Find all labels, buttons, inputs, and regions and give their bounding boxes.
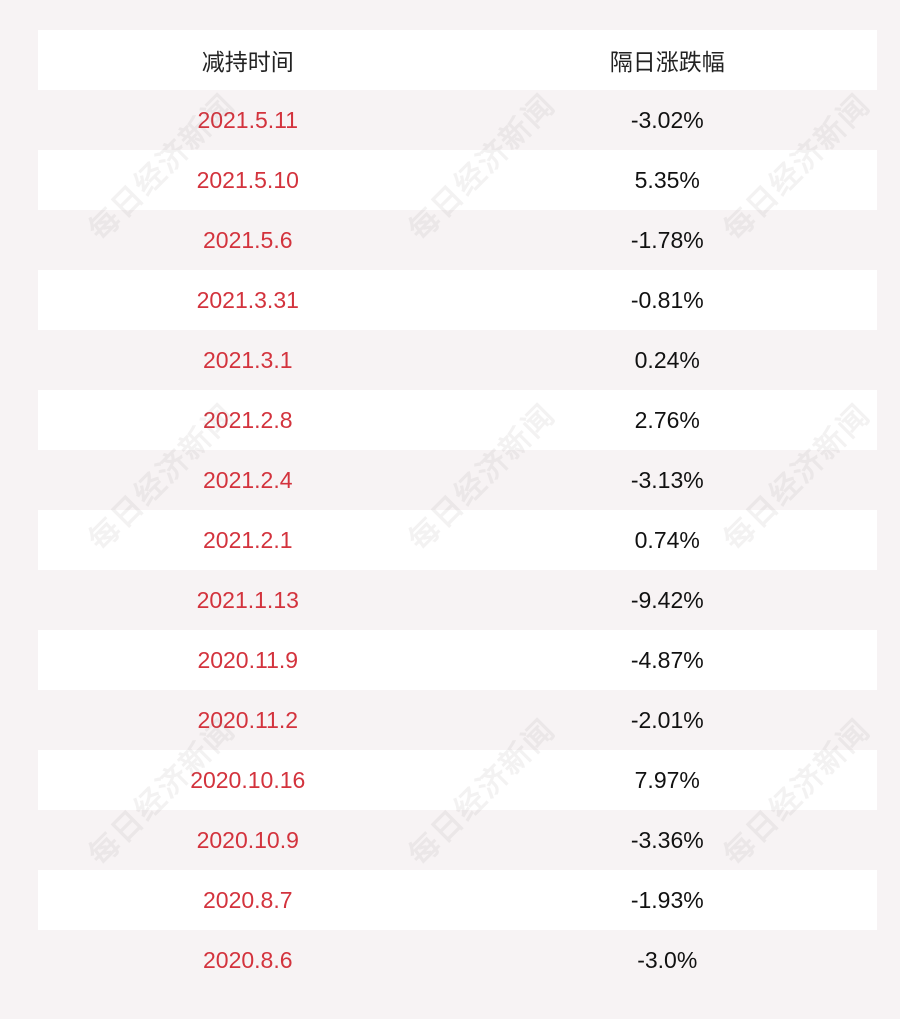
change-cell: 0.24% — [634, 346, 700, 373]
date-cell: 2021.1.13 — [196, 586, 299, 613]
header-row: 减持时间 隔日涨跌幅 — [38, 30, 877, 90]
change-cell: -4.87% — [630, 646, 704, 673]
table-row: 2021.3.31 -0.81% — [38, 270, 877, 330]
table-row: 2020.10.16 7.97% — [38, 750, 877, 810]
change-cell: -3.02% — [630, 106, 704, 133]
date-cell: 2021.2.8 — [202, 406, 293, 433]
date-cell: 2021.5.11 — [197, 106, 299, 133]
table: 减持时间 隔日涨跌幅 2021.5.11 -3.02% 2021.5.10 5.35%… — [38, 30, 877, 990]
table-row: 2020.10.9 -3.36% — [38, 810, 877, 870]
table-row: 2021.2.8 2.76% — [38, 390, 877, 450]
date-cell: 2021.5.6 — [202, 226, 293, 253]
table-row: 2021.5.11 -3.02% — [38, 90, 877, 150]
change-cell: -1.78% — [630, 226, 704, 253]
change-cell: 5.35% — [634, 166, 700, 193]
table-row: 2021.1.13 -9.42% — [38, 570, 877, 630]
date-cell: 2020.11.9 — [197, 646, 299, 673]
header-cell: 减持时间 — [201, 49, 294, 75]
table-row: 2021.3.1 0.24% — [38, 330, 877, 390]
change-cell: -2.01% — [630, 706, 704, 733]
change-cell: 7.97% — [634, 766, 700, 793]
table-row: 2020.11.9 -4.87% — [38, 630, 877, 690]
date-cell: 2020.11.2 — [197, 706, 299, 733]
date-cell: 2021.5.10 — [196, 166, 299, 193]
date-cell: 2021.3.1 — [202, 346, 293, 373]
change-cell: -3.13% — [630, 466, 704, 493]
date-cell: 2021.2.4 — [202, 466, 293, 493]
table-row: 2020.8.7 -1.93% — [38, 870, 877, 930]
date-cell: 2020.8.7 — [202, 886, 293, 913]
change-cell: -1.93% — [630, 886, 704, 913]
table-row: 2021.5.10 5.35% — [38, 150, 877, 210]
table-row: 2020.8.6 -3.0% — [38, 930, 877, 990]
change-cell: 2.76% — [634, 406, 700, 433]
change-cell: -9.42% — [630, 586, 704, 613]
date-cell: 2021.3.31 — [196, 286, 299, 313]
change-cell: 0.74% — [634, 526, 700, 553]
date-cell: 2021.2.1 — [202, 526, 293, 553]
date-cell: 2020.8.6 — [202, 946, 293, 973]
table-row: 2021.5.6 -1.78% — [38, 210, 877, 270]
table-row: 2021.2.4 -3.13% — [38, 450, 877, 510]
date-cell: 2020.10.16 — [190, 766, 306, 793]
table-row: 2020.11.2 -2.01% — [38, 690, 877, 750]
change-cell: -3.0% — [637, 946, 698, 973]
change-cell: -3.36% — [630, 826, 704, 853]
table-row: 2021.2.1 0.74% — [38, 510, 877, 570]
date-cell: 2020.10.9 — [196, 826, 299, 853]
change-cell: -0.81% — [630, 286, 704, 313]
header-cell: 隔日涨跌幅 — [609, 49, 725, 75]
